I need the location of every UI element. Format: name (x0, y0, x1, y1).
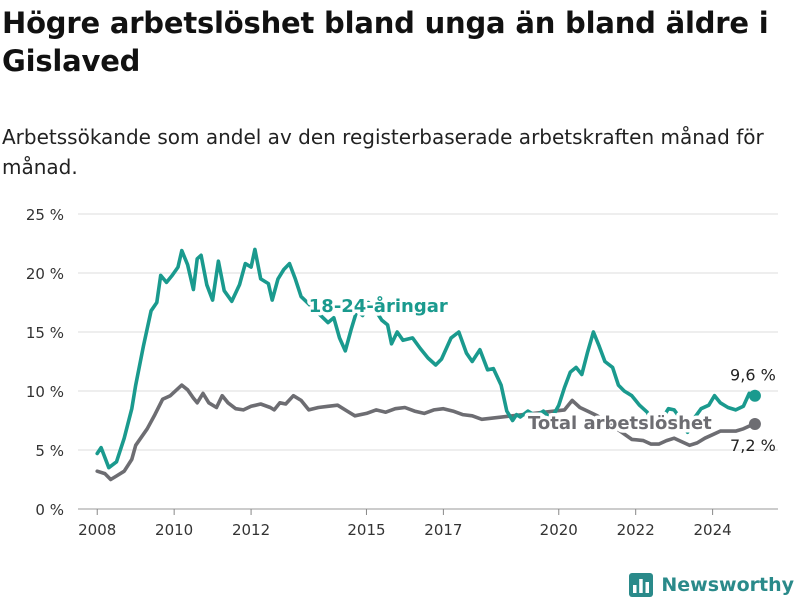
bar-chart-icon (629, 573, 654, 597)
series-end-label: 7,2 % (730, 436, 776, 455)
newsworthy-brand[interactable]: Newsworthy (629, 570, 794, 600)
x-tick-label: 2017 (424, 521, 462, 539)
x-tick-label: 2020 (540, 521, 578, 539)
y-tick-label: 15 % (26, 324, 64, 342)
x-tick-label: 2012 (232, 521, 270, 539)
chart-subtitle: Arbetssökande som andel av den registerb… (2, 125, 764, 179)
series-end-point (748, 389, 761, 402)
y-tick-label: 25 % (26, 206, 64, 224)
series-label-halo: 18-24-åringar (309, 295, 448, 317)
line-chart: 0 % 5 % 10 % 15 % 20 % 25 % 2008 2010 2012 2015 20… (26, 206, 778, 539)
series-label: 18-24-åringar (309, 295, 448, 317)
x-tick-label: 2008 (78, 521, 116, 539)
y-tick-label: 10 % (26, 383, 64, 401)
x-tick-label: 2010 (155, 521, 193, 539)
series-end-point (748, 418, 761, 431)
series-label: Total arbetslöshet (528, 413, 712, 434)
chart-title: Högre arbetslöshet bland unga än bland ä… (2, 6, 769, 78)
series-line-total (95, 383, 757, 482)
y-tick-label: 5 % (35, 442, 64, 460)
y-tick-label: 0 % (35, 501, 64, 519)
x-tick-label: 2024 (694, 521, 732, 539)
y-tick-label: 20 % (26, 265, 64, 283)
x-tick-label: 2022 (617, 521, 655, 539)
x-tick-label: 2015 (347, 521, 385, 539)
brand-name: Newsworthy (661, 574, 794, 596)
series-line-youth (95, 247, 757, 470)
series-end-label: 9,6 % (730, 366, 776, 385)
series-label-halo: Total arbetslöshet (528, 413, 712, 434)
